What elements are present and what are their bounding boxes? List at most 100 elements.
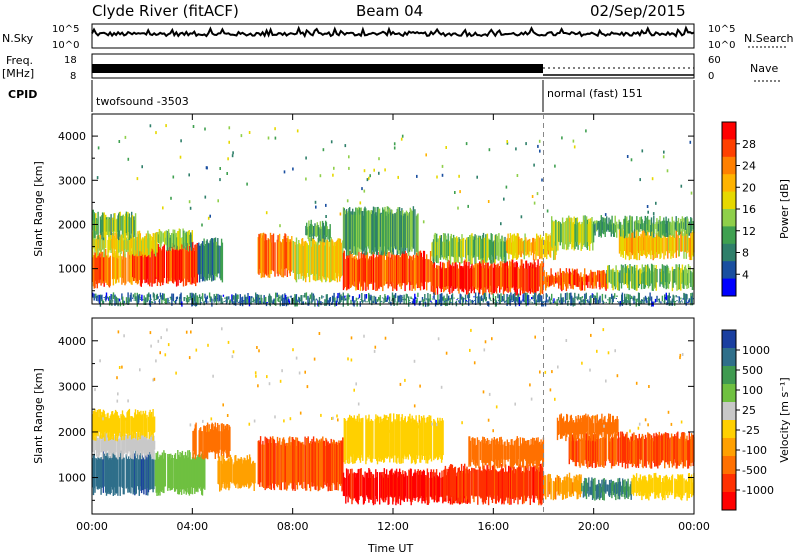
heatmap-cell [655, 233, 657, 253]
heatmap-cell [483, 465, 485, 503]
heatmap-cell [138, 436, 140, 456]
heatmap-cell [305, 301, 307, 305]
heatmap-cell [440, 268, 442, 293]
heatmap-cell [423, 415, 425, 456]
heatmap-cell [576, 422, 579, 440]
heatmap-cell [138, 411, 140, 432]
heatmap-cell [461, 296, 463, 300]
heatmap-speckle [361, 187, 363, 191]
heatmap-cell [145, 247, 148, 283]
heatmap-cell [155, 299, 157, 301]
heatmap-speckle [257, 384, 259, 388]
heatmap-cell [216, 245, 218, 278]
heatmap-speckle [445, 146, 447, 149]
heatmap-cell [566, 474, 568, 498]
heatmap-cell [599, 483, 601, 499]
heatmap-cell [551, 293, 553, 301]
heatmap-speckle [274, 136, 277, 140]
heatmap-cell [656, 269, 658, 283]
heatmap-cell [328, 298, 331, 306]
heatmap-cell [142, 246, 145, 280]
heatmap-cell [92, 231, 94, 258]
heatmap-cell [104, 257, 106, 283]
heatmap-cell [344, 298, 347, 301]
heatmap-cell [537, 294, 540, 303]
heatmap-cell [212, 299, 215, 301]
heatmap-cell [613, 224, 616, 237]
heatmap-cell [622, 480, 625, 493]
heatmap-cell [653, 264, 655, 289]
heatmap-cell [366, 419, 368, 461]
heatmap-cell [601, 293, 604, 302]
heatmap-cell [306, 243, 308, 273]
heatmap-cell [665, 266, 667, 290]
heatmap-cell [98, 294, 101, 305]
heatmap-cell [678, 476, 681, 498]
heatmap-cell [641, 230, 644, 256]
heatmap-cell [442, 420, 444, 456]
heatmap-cell [517, 293, 520, 304]
heatmap-cell [117, 298, 119, 307]
heatmap-cell [238, 302, 240, 303]
heatmap-cell [414, 296, 417, 300]
heatmap-speckle [551, 370, 553, 374]
heatmap-cell [395, 468, 398, 503]
heatmap-cell [472, 437, 474, 460]
colorbar-tick-label: 28 [742, 138, 756, 151]
x-tick-label: 00:00 [678, 520, 710, 533]
heatmap-cell [572, 297, 574, 307]
heatmap-cell [689, 439, 691, 463]
heatmap-cell [627, 236, 629, 257]
heatmap-cell [294, 294, 296, 307]
heatmap-cell [207, 242, 209, 279]
heatmap-cell [359, 259, 361, 282]
heatmap-speckle [655, 201, 657, 205]
heatmap-cell [117, 415, 119, 438]
heatmap-cell [595, 423, 598, 439]
heatmap-cell [344, 210, 346, 249]
heatmap-cell [97, 294, 99, 302]
heatmap-cell [176, 245, 178, 280]
heatmap-cell [481, 440, 483, 463]
heatmap-cell [516, 262, 518, 296]
heatmap-cell [475, 444, 478, 463]
heatmap-cell [168, 302, 171, 304]
heatmap-speckle [162, 206, 164, 210]
heatmap-cell [538, 293, 541, 303]
heatmap-speckle [92, 209, 94, 213]
heatmap-cell [690, 433, 693, 463]
heatmap-cell [253, 299, 255, 302]
heatmap-cell [137, 440, 139, 453]
heatmap-cell [611, 483, 613, 499]
heatmap-cell [341, 441, 343, 492]
heatmap-cell [358, 250, 360, 284]
heatmap-cell [287, 235, 289, 271]
heatmap-cell [385, 215, 388, 255]
heatmap-cell [352, 296, 354, 306]
heatmap-cell [598, 479, 600, 497]
heatmap-cell [525, 464, 528, 501]
heatmap-cell [430, 421, 433, 462]
heatmap-cell [509, 266, 512, 293]
heatmap-cell [419, 300, 421, 305]
heatmap-cell [403, 294, 405, 304]
heatmap-cell [588, 416, 591, 435]
heatmap-cell [96, 459, 98, 490]
heatmap-speckle [149, 331, 152, 335]
heatmap-cell [202, 301, 205, 303]
heatmap-cell [248, 296, 251, 307]
heatmap-cell [458, 301, 461, 303]
heatmap-cell [602, 484, 604, 500]
heatmap-cell [676, 432, 678, 469]
heatmap-cell [535, 268, 538, 291]
heatmap-cell [489, 444, 491, 466]
heatmap-cell [214, 237, 217, 274]
heatmap-cell [362, 215, 365, 252]
heatmap-cell [388, 252, 390, 287]
heatmap-cell [437, 265, 439, 287]
heatmap-cell [665, 237, 667, 252]
heatmap-cell [345, 214, 347, 250]
heatmap-cell [526, 440, 528, 469]
heatmap-cell [376, 472, 379, 502]
heatmap-cell [425, 298, 428, 300]
